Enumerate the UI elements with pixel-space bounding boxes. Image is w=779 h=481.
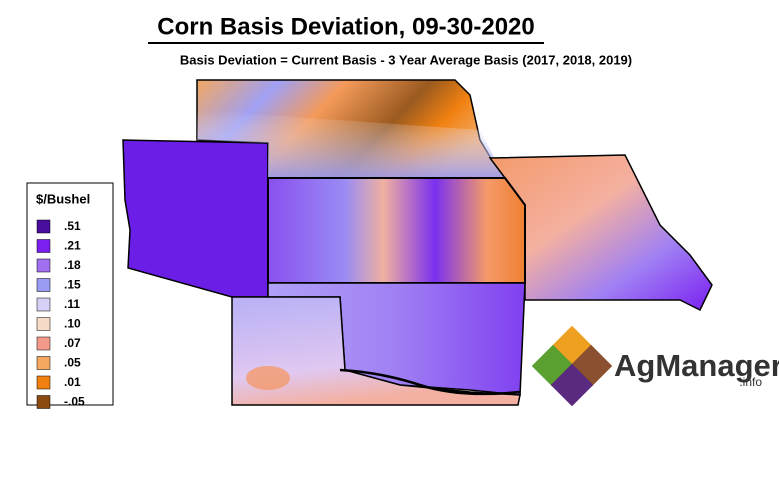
logo-suffix: .info xyxy=(739,375,762,389)
legend-swatch xyxy=(36,239,51,253)
legend-label: -.05 xyxy=(64,395,85,409)
legend-label: .07 xyxy=(64,336,81,350)
legend-swatch xyxy=(36,317,51,331)
legend-title: $/Bushel xyxy=(36,191,90,206)
legend-label: .51 xyxy=(64,219,81,233)
legend-label: .01 xyxy=(64,375,81,389)
legend-swatch xyxy=(36,375,51,390)
legend-swatch xyxy=(36,219,51,234)
kansas xyxy=(267,177,526,284)
red-river xyxy=(339,368,521,396)
logo-name: AgManager xyxy=(614,348,779,383)
legend-box xyxy=(26,182,114,406)
legend-label: .15 xyxy=(64,278,81,292)
map-title: Corn Basis Deviation, 09-30-2020 xyxy=(157,13,535,40)
legend-swatch xyxy=(36,336,51,351)
map-subtitle: Basis Deviation = Current Basis - 3 Year… xyxy=(180,52,632,67)
texas xyxy=(231,296,521,406)
legend-label: .10 xyxy=(64,317,81,331)
logo: AgManager .info xyxy=(531,325,779,407)
legend-label: .18 xyxy=(64,258,81,272)
legend-label: .11 xyxy=(64,297,80,311)
legend-swatch xyxy=(36,395,51,409)
legend-swatch xyxy=(36,278,51,292)
nebraska-shade xyxy=(197,110,505,178)
legend-label: .05 xyxy=(64,356,81,370)
legend-items: .51 .21 .18 .15 .11 .10 .07 .05 .01 -.05 xyxy=(36,219,85,409)
legend-swatch xyxy=(36,258,51,273)
legend-label: .21 xyxy=(64,239,81,253)
hotspot xyxy=(246,366,290,390)
legend-swatch xyxy=(36,297,51,312)
legend-swatch xyxy=(36,356,51,370)
colorado xyxy=(122,139,269,298)
